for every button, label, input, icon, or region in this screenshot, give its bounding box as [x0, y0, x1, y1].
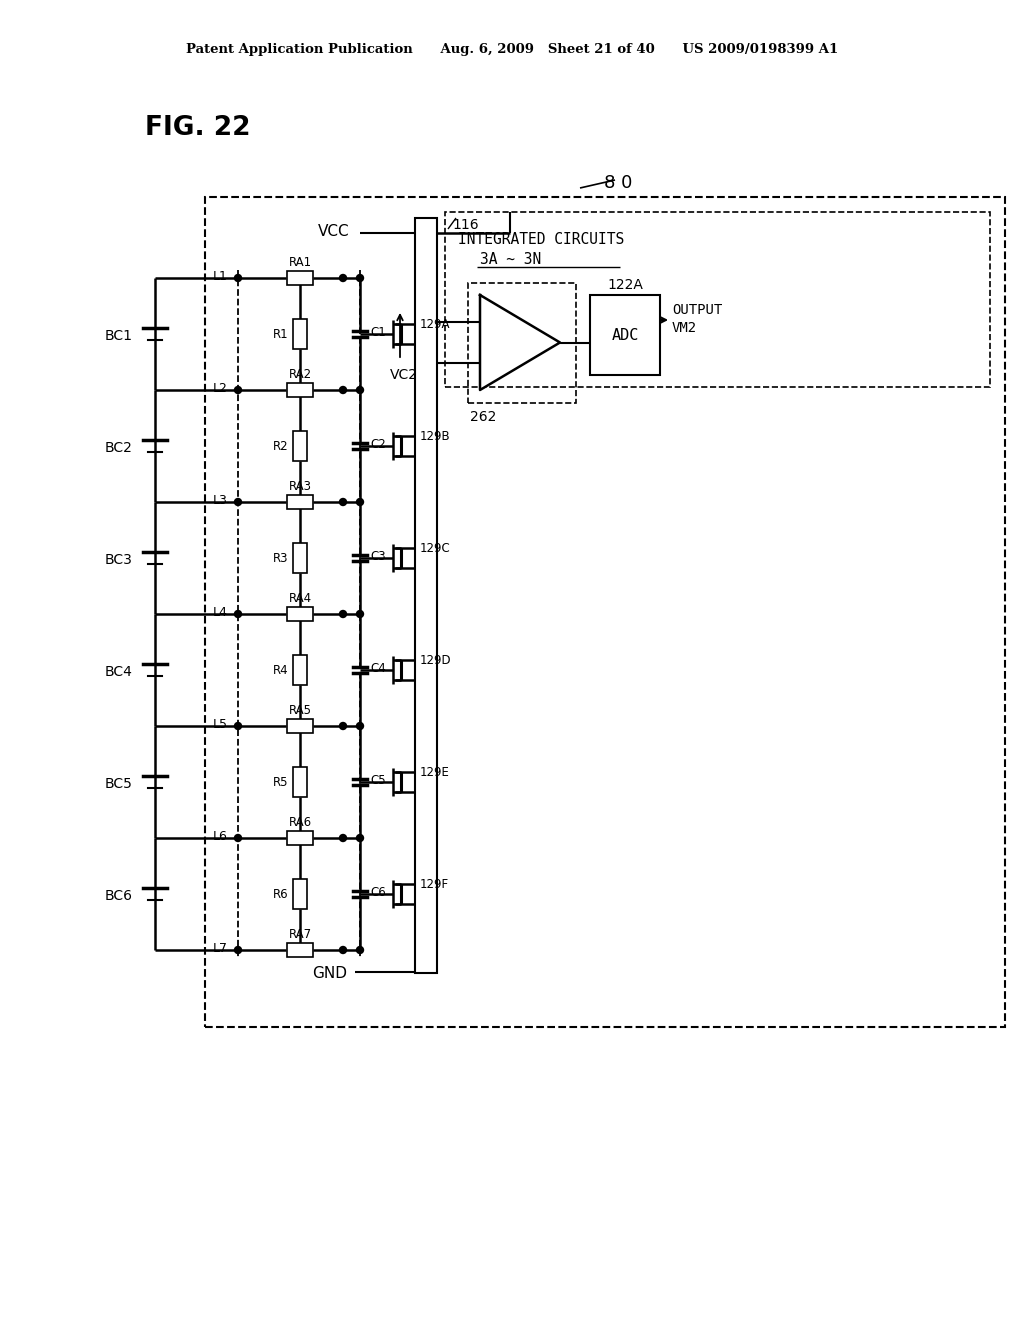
- Circle shape: [356, 387, 364, 393]
- Circle shape: [234, 946, 242, 953]
- Text: 3A ~ 3N: 3A ~ 3N: [480, 252, 542, 268]
- Circle shape: [340, 387, 346, 393]
- Bar: [293, 879, 307, 909]
- Circle shape: [340, 834, 346, 842]
- Text: C5: C5: [370, 774, 386, 787]
- Circle shape: [234, 387, 242, 393]
- Text: 129F: 129F: [420, 878, 450, 891]
- Circle shape: [356, 499, 364, 506]
- Text: R1: R1: [272, 327, 288, 341]
- Text: L3: L3: [213, 494, 228, 507]
- Bar: [293, 655, 307, 685]
- Text: 129B: 129B: [420, 429, 451, 442]
- Circle shape: [356, 610, 364, 618]
- Circle shape: [340, 946, 346, 953]
- Circle shape: [234, 275, 242, 281]
- Text: RA3: RA3: [289, 480, 311, 494]
- Circle shape: [234, 499, 242, 506]
- Bar: [468, 282, 575, 403]
- Bar: [445, 213, 990, 387]
- Text: 122A: 122A: [607, 279, 643, 292]
- Text: R3: R3: [272, 552, 288, 565]
- Bar: [287, 607, 313, 620]
- Text: BC1: BC1: [105, 329, 133, 343]
- Text: VC2: VC2: [390, 368, 418, 381]
- Text: C3: C3: [370, 549, 386, 562]
- Circle shape: [356, 834, 364, 842]
- Text: R2: R2: [272, 440, 288, 453]
- Text: 129C: 129C: [420, 541, 451, 554]
- Bar: [287, 495, 313, 510]
- Text: 262: 262: [470, 411, 497, 424]
- Bar: [287, 271, 313, 285]
- Text: VM2: VM2: [672, 321, 697, 335]
- Text: R5: R5: [272, 776, 288, 788]
- Text: RA1: RA1: [289, 256, 311, 269]
- Text: FIG. 22: FIG. 22: [145, 115, 251, 141]
- Circle shape: [356, 946, 364, 953]
- Bar: [287, 719, 313, 733]
- Bar: [590, 294, 660, 375]
- Text: R6: R6: [272, 887, 288, 900]
- Text: BC6: BC6: [105, 888, 133, 903]
- Text: L5: L5: [213, 718, 228, 730]
- Text: INTEGRATED CIRCUITS: INTEGRATED CIRCUITS: [458, 232, 625, 248]
- Text: RA6: RA6: [289, 817, 311, 829]
- Text: RA7: RA7: [289, 928, 311, 941]
- Text: BC2: BC2: [105, 441, 133, 455]
- Circle shape: [356, 275, 364, 281]
- Text: OUTPUT: OUTPUT: [672, 304, 722, 317]
- Text: BC4: BC4: [105, 665, 133, 678]
- Text: L2: L2: [213, 381, 228, 395]
- Text: 8 0: 8 0: [604, 174, 632, 191]
- Text: Patent Application Publication      Aug. 6, 2009   Sheet 21 of 40      US 2009/0: Patent Application Publication Aug. 6, 2…: [186, 44, 838, 57]
- Circle shape: [340, 722, 346, 730]
- Text: L7: L7: [213, 941, 228, 954]
- Circle shape: [340, 499, 346, 506]
- Circle shape: [234, 610, 242, 618]
- Circle shape: [234, 722, 242, 730]
- Bar: [293, 543, 307, 573]
- Text: VCC: VCC: [318, 223, 349, 239]
- Bar: [293, 767, 307, 797]
- Circle shape: [234, 834, 242, 842]
- Bar: [287, 383, 313, 397]
- Text: C6: C6: [370, 886, 386, 899]
- Text: L4: L4: [213, 606, 228, 619]
- Text: ADC: ADC: [611, 327, 639, 342]
- Text: 129E: 129E: [420, 766, 450, 779]
- Bar: [293, 432, 307, 461]
- Text: GND: GND: [312, 966, 347, 982]
- Text: 129A: 129A: [420, 318, 451, 330]
- Text: L6: L6: [213, 829, 228, 842]
- Text: C4: C4: [370, 661, 386, 675]
- Text: RA5: RA5: [289, 705, 311, 718]
- Text: BC3: BC3: [105, 553, 133, 568]
- Text: R4: R4: [272, 664, 288, 676]
- Text: 129D: 129D: [420, 653, 452, 667]
- Polygon shape: [480, 294, 560, 389]
- Text: C1: C1: [370, 326, 386, 338]
- Text: C2: C2: [370, 437, 386, 450]
- Text: L1: L1: [213, 269, 228, 282]
- Bar: [415, 218, 437, 973]
- Text: RA4: RA4: [289, 593, 311, 606]
- Text: BC5: BC5: [105, 777, 133, 791]
- Circle shape: [340, 275, 346, 281]
- Bar: [287, 832, 313, 845]
- Text: 116: 116: [452, 218, 478, 232]
- Bar: [293, 319, 307, 348]
- Bar: [205, 197, 1005, 1027]
- Text: RA2: RA2: [289, 368, 311, 381]
- Bar: [287, 942, 313, 957]
- Circle shape: [356, 722, 364, 730]
- Circle shape: [340, 610, 346, 618]
